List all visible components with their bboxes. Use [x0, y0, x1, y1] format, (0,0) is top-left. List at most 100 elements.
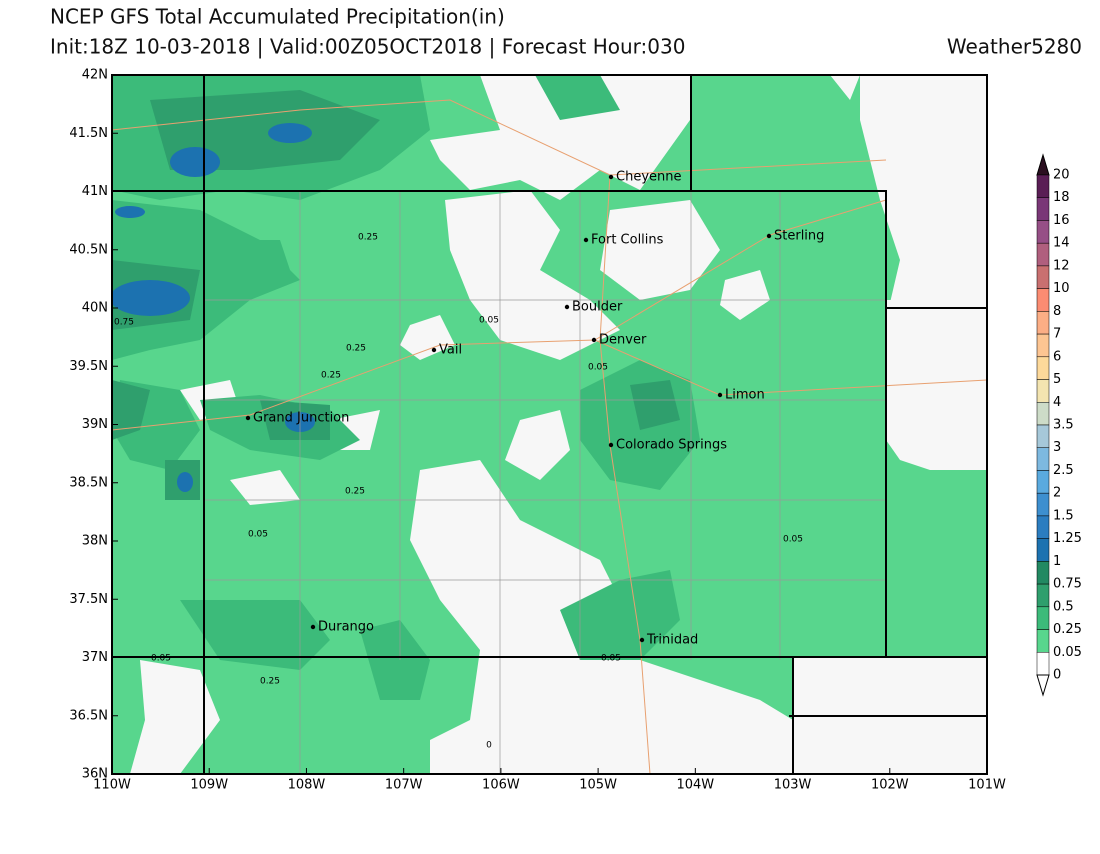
- city-label: Sterling: [774, 229, 824, 244]
- city-label: Trinidad: [646, 633, 698, 648]
- colorbar-band: [1036, 583, 1050, 608]
- colorbar-band: [1036, 492, 1050, 517]
- colorbar-label: 0.05: [1053, 645, 1082, 660]
- y-tick-label: 41N: [82, 184, 108, 199]
- y-tick-label: 39.5N: [69, 359, 108, 374]
- x-tick-label: 106W: [482, 778, 520, 793]
- colorbar-band: [1036, 220, 1050, 244]
- colorbar-label: 3: [1053, 440, 1061, 455]
- colorbar-band: [1036, 629, 1050, 653]
- colorbar-band: [1036, 333, 1050, 358]
- colorbar-label: 4: [1053, 395, 1061, 410]
- colorbar-over: [1036, 153, 1050, 176]
- colorbar-label: 10: [1053, 281, 1070, 296]
- y-tick-label: 39N: [82, 417, 108, 432]
- y-tick-label: 40N: [82, 301, 108, 316]
- colorbar-label: 14: [1053, 236, 1070, 251]
- colorbar-band: [1036, 311, 1050, 335]
- contour-label: 0.05: [601, 654, 621, 664]
- colorbar-band: [1036, 402, 1050, 426]
- contour-label: 0.25: [346, 344, 366, 354]
- colorbar-band: [1036, 197, 1050, 221]
- colorbar-label: 0: [1053, 668, 1061, 683]
- x-tick-label: 103W: [774, 778, 812, 793]
- colorbar-band: [1036, 424, 1050, 448]
- colorbar-label: 5: [1053, 372, 1061, 387]
- city-label: Grand Junction: [253, 411, 349, 426]
- state-borders: [112, 75, 987, 774]
- y-tick-label: 38N: [82, 534, 108, 549]
- colorbar-band: [1036, 515, 1050, 539]
- colorbar-label: 20: [1053, 168, 1070, 183]
- colorbar-band: [1036, 447, 1050, 471]
- x-tick-label: 102W: [871, 778, 909, 793]
- contour-label: 0.05: [151, 654, 171, 664]
- x-tick-label: 101W: [968, 778, 1006, 793]
- colorbar-label: 0.5: [1053, 599, 1074, 614]
- brand: Weather5280: [947, 35, 1082, 59]
- contour-label: 0.05: [783, 535, 803, 545]
- colorbar-band: [1036, 470, 1050, 494]
- x-tick-label: 109W: [190, 778, 228, 793]
- colorbar-band: [1036, 242, 1050, 267]
- colorbar-label: 1.25: [1053, 531, 1082, 546]
- city-dot: [608, 442, 614, 448]
- y-tick-label: 42N: [82, 68, 108, 83]
- colorbar-label: 16: [1053, 213, 1070, 228]
- city-dot: [245, 415, 251, 421]
- city-dot: [431, 347, 437, 353]
- colorbar-label: 6: [1053, 349, 1061, 364]
- y-tick-label: 37N: [82, 650, 108, 665]
- city-label: Boulder: [572, 300, 623, 315]
- colorbar-band: [1036, 356, 1050, 380]
- colorbar-label: 8: [1053, 304, 1061, 319]
- colorbar-band: [1036, 265, 1050, 289]
- city-dot: [591, 337, 597, 343]
- contour-label: 0.75: [114, 318, 134, 328]
- y-tick-label: 36.5N: [69, 708, 108, 723]
- contour-label: 0.05: [248, 530, 268, 540]
- colorbar-band: [1036, 561, 1050, 585]
- x-tick-label: 108W: [288, 778, 326, 793]
- map: [112, 75, 987, 774]
- y-tick-label: 41.5N: [69, 126, 108, 141]
- colorbar-band: [1036, 606, 1050, 630]
- city-label: Denver: [599, 333, 647, 348]
- colorbar-label: 18: [1053, 190, 1070, 205]
- city-label: Colorado Springs: [616, 438, 727, 453]
- x-tick-label: 104W: [676, 778, 714, 793]
- x-tick-label: 107W: [385, 778, 423, 793]
- city-label: Durango: [318, 620, 374, 635]
- colorbar-band: [1036, 174, 1050, 198]
- contour-label: 0.05: [479, 316, 499, 326]
- colorbar-label: 3.5: [1053, 418, 1074, 433]
- y-tick-label: 36N: [82, 767, 108, 782]
- colorbar-label: 1.5: [1053, 508, 1074, 523]
- colorbar-band: [1036, 288, 1050, 312]
- colorbar-label: 0.75: [1053, 577, 1082, 592]
- city-label: Vail: [439, 343, 462, 358]
- contour-label: 0.05: [588, 363, 608, 373]
- heavy-areas: [112, 123, 315, 492]
- city-dot: [717, 392, 723, 398]
- y-tick-label: 37.5N: [69, 592, 108, 607]
- city-dot: [608, 174, 614, 180]
- contour-label: 0: [486, 741, 492, 751]
- colorbar-label: 7: [1053, 327, 1061, 342]
- city-dot: [310, 624, 316, 630]
- colorbar-label: 2: [1053, 486, 1061, 501]
- county-lines: [204, 191, 886, 774]
- x-tick-label: 105W: [579, 778, 617, 793]
- city-label: Limon: [725, 388, 765, 403]
- colorbar-band: [1036, 538, 1050, 562]
- city-dot: [639, 637, 645, 643]
- city-dot: [564, 304, 570, 310]
- contour-label: 0.25: [358, 233, 378, 243]
- colorbar-band: [1036, 379, 1050, 403]
- dry-areas: [130, 75, 987, 774]
- contour-label: 0.25: [321, 371, 341, 381]
- y-tick-label: 40.5N: [69, 242, 108, 257]
- x-tick-label: 110W: [93, 778, 131, 793]
- y-tick-label: 38.5N: [69, 475, 108, 490]
